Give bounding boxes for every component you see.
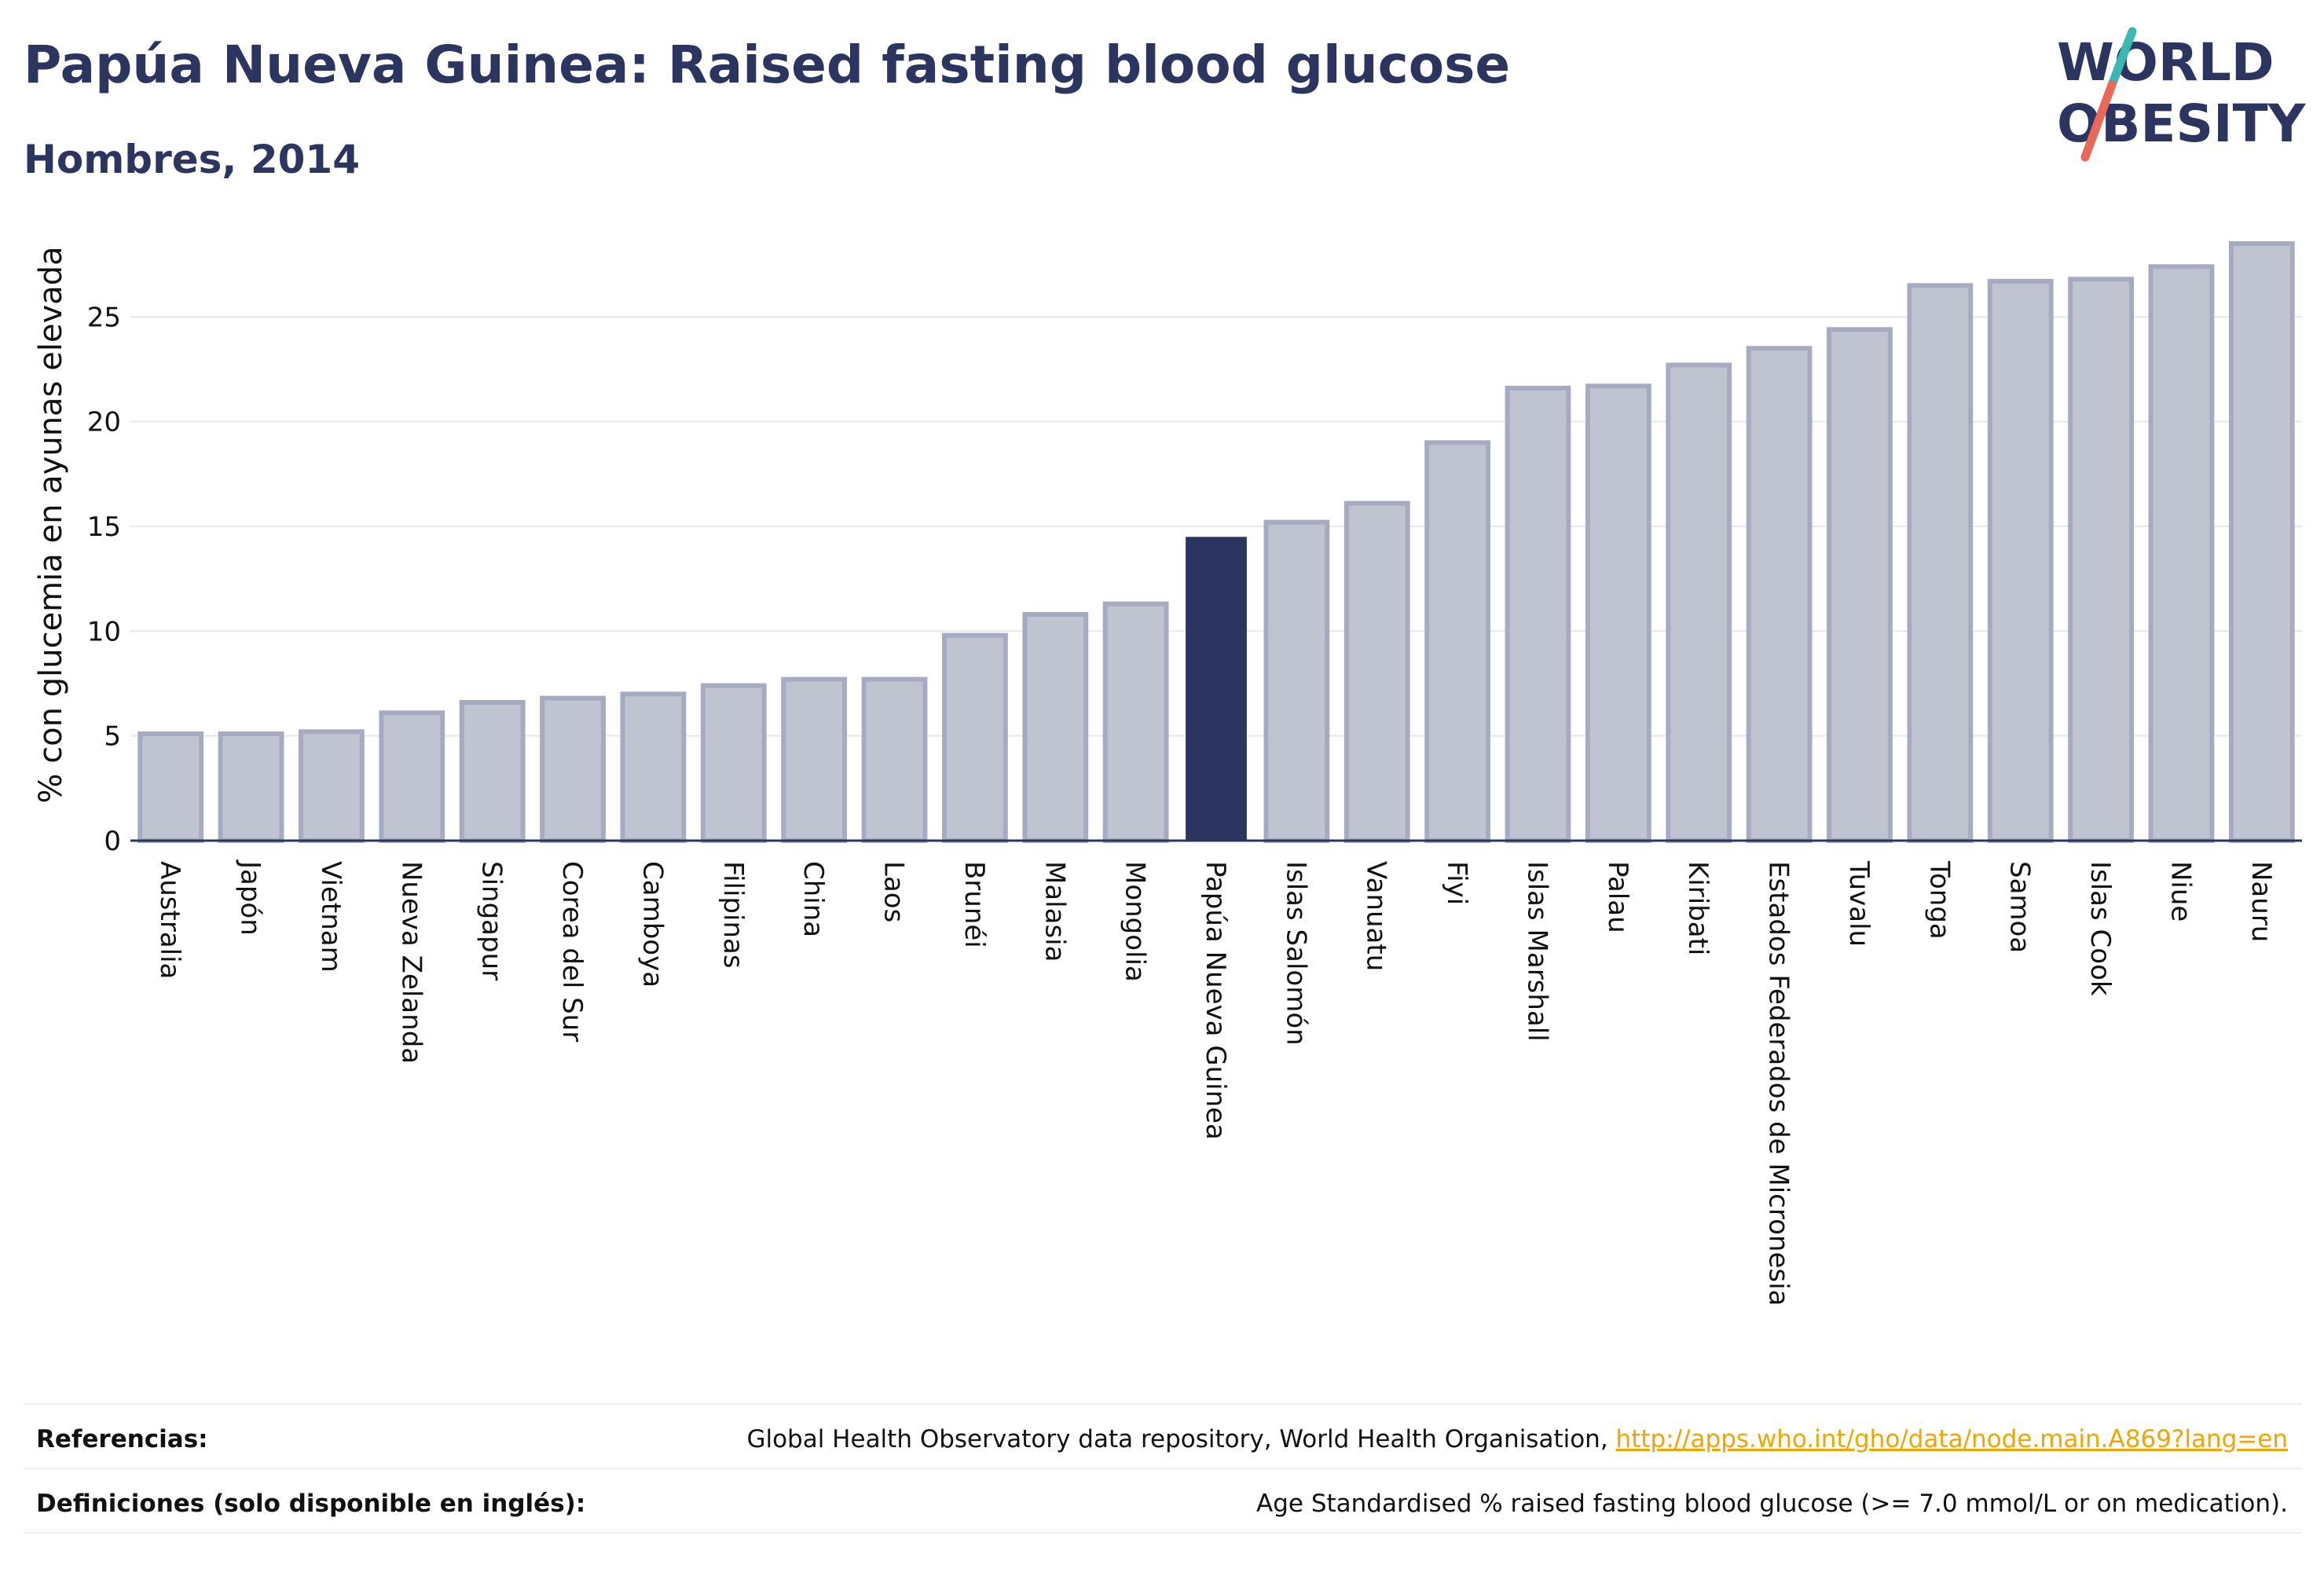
x-tick-label: Australia xyxy=(154,861,185,979)
x-tick-label: Camboya xyxy=(636,861,668,988)
bar xyxy=(1907,283,1974,844)
bar xyxy=(218,731,284,843)
definitions-label: Definiciones (solo disponible en inglés)… xyxy=(36,1490,586,1518)
x-tick-label: Kiribati xyxy=(1682,861,1714,955)
bar xyxy=(1343,500,1410,844)
x-tick-label: Mongolia xyxy=(1120,861,1151,982)
bar xyxy=(781,676,848,844)
footer-divider-middle xyxy=(24,1468,2302,1469)
x-tick-label: Vanuatu xyxy=(1361,861,1392,971)
bar xyxy=(1585,383,1651,844)
x-tick-label: Nueva Zelanda xyxy=(395,861,427,1064)
bar xyxy=(2068,277,2134,844)
x-tick-label: Islas Salomón xyxy=(1280,861,1311,1046)
bar xyxy=(379,710,445,843)
x-tick-label: Vietnam xyxy=(315,861,346,973)
x-tick-label: Niue xyxy=(2165,861,2196,922)
logo-slash-red xyxy=(2080,80,2117,162)
x-tick-label: Islas Marshall xyxy=(1521,861,1552,1042)
bar xyxy=(1666,362,1732,843)
bar xyxy=(941,632,1008,844)
x-tick-label: China xyxy=(797,861,829,937)
references-label: Referencias: xyxy=(36,1425,208,1453)
axes: 0 5 10 15 20 25 Australia Japón Vietnam Nueva Zel… xyxy=(87,302,2302,1306)
bar xyxy=(1505,386,1571,843)
footer-divider-bottom xyxy=(24,1532,2302,1534)
y-tick-label: 25 xyxy=(87,302,121,333)
y-tick-label: 10 xyxy=(87,616,121,647)
x-tick-label: Tonga xyxy=(1923,860,1955,940)
bar xyxy=(1022,612,1089,843)
y-tick-label: 0 xyxy=(104,826,121,857)
bar-highlight xyxy=(1186,537,1247,841)
bar xyxy=(459,700,526,843)
world-obesity-logo: WORLD OBESITY xyxy=(2057,27,2307,162)
x-tick-label: Papúa Nueva Guinea xyxy=(1200,861,1231,1140)
x-tick-label: Palau xyxy=(1602,861,1633,933)
definitions-value: Age Standardised % raised fasting blood … xyxy=(1256,1490,2288,1518)
y-tick-label: 15 xyxy=(87,511,121,543)
x-tick-label: Tuvalu xyxy=(1843,860,1875,947)
bar xyxy=(1102,601,1169,844)
bar xyxy=(861,676,928,844)
x-tick-label: Corea del Sur xyxy=(556,861,588,1042)
x-tick-label: Brunéi xyxy=(959,861,990,948)
bar xyxy=(299,729,365,843)
bar xyxy=(2148,264,2215,844)
x-tick-label: Estados Federados de Micronesia xyxy=(1763,861,1794,1306)
bar xyxy=(2228,241,2295,843)
references-text: Global Health Observatory data repositor… xyxy=(746,1425,1616,1453)
bar xyxy=(1987,279,2054,843)
x-tick-label: Malasia xyxy=(1039,861,1070,962)
bar xyxy=(137,731,204,843)
references-value: Global Health Observatory data repositor… xyxy=(746,1425,2288,1453)
footer-divider-top xyxy=(24,1403,2302,1405)
chart-subtitle: Hombres, 2014 xyxy=(24,137,360,182)
bar xyxy=(620,691,687,843)
y-axis-label: % con glucemia en ayunas elevada xyxy=(33,246,69,803)
bar xyxy=(540,695,606,844)
bar-chart: 0 5 10 15 20 25 Australia Japón Vietnam Nueva Zel… xyxy=(33,241,2302,1306)
x-tick-label: Filipinas xyxy=(717,861,749,969)
x-tick-label: Japón xyxy=(235,859,266,936)
y-tick-label: 20 xyxy=(87,407,121,438)
x-tick-label: Islas Cook xyxy=(2084,861,2116,996)
x-tick-label: Fiyi xyxy=(1441,861,1472,905)
y-tick-label: 5 xyxy=(104,721,121,753)
bar xyxy=(1746,346,1813,844)
x-tick-label: Laos xyxy=(878,861,910,922)
x-tick-label: Samoa xyxy=(2004,861,2036,953)
logo-slash-teal xyxy=(2107,27,2137,90)
bar xyxy=(700,683,767,844)
x-tick-label: Nauru xyxy=(2245,861,2277,942)
logo-text-world: WORLD xyxy=(2057,32,2275,93)
references-link[interactable]: http://apps.who.int/gho/data/node.main.A… xyxy=(1615,1425,2288,1453)
bar xyxy=(1827,327,1893,844)
chart-title: Papúa Nueva Guinea: Raised fasting blood… xyxy=(24,35,1511,95)
bar xyxy=(1263,519,1330,844)
bar xyxy=(1424,440,1491,843)
x-tick-label: Singapur xyxy=(476,861,508,980)
bars xyxy=(137,241,2295,844)
